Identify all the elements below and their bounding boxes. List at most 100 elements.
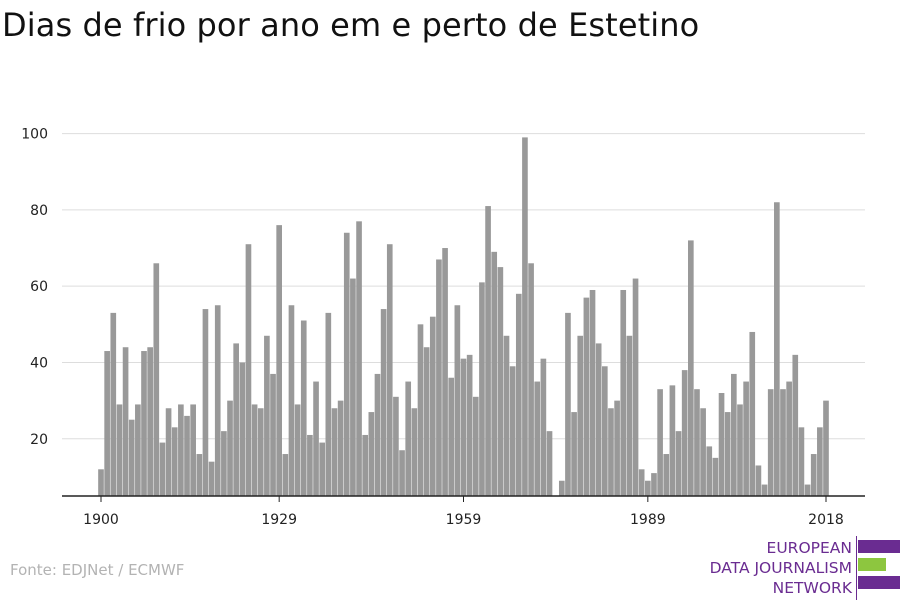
bar-1905 xyxy=(128,419,135,496)
bar-1951 xyxy=(411,408,418,496)
bar-1991 xyxy=(657,389,663,496)
bar-2012 xyxy=(786,381,792,496)
bar-1967 xyxy=(509,366,516,496)
bar-1936 xyxy=(319,442,326,496)
bar-1979 xyxy=(583,297,590,496)
bar-1932 xyxy=(294,404,301,496)
bar-1917 xyxy=(202,309,209,496)
bar-2004 xyxy=(737,404,743,496)
bar-1961 xyxy=(472,396,479,496)
bar-1970 xyxy=(528,263,534,496)
bar-2016 xyxy=(810,454,817,496)
logo-divider xyxy=(856,536,857,600)
y-tick-label-60: 60 xyxy=(30,279,48,295)
bar-1914 xyxy=(184,415,190,496)
y-tick-label-40: 40 xyxy=(30,355,48,371)
bar-1992 xyxy=(663,454,670,496)
x-tick-label-1929: 1929 xyxy=(261,512,297,528)
logo-bar-purple-top xyxy=(858,540,900,553)
bar-1945 xyxy=(374,373,381,496)
bar-1910 xyxy=(159,442,166,496)
bar-2003 xyxy=(731,373,737,496)
bar-1965 xyxy=(497,267,504,496)
bar-1953 xyxy=(423,347,430,496)
bar-1976 xyxy=(565,312,571,496)
x-tick-label-2018: 2018 xyxy=(808,512,844,528)
bar-1997 xyxy=(694,389,700,496)
bar-1916 xyxy=(196,454,203,496)
bar-1985 xyxy=(620,289,627,496)
bar-1900 xyxy=(98,469,104,496)
bar-1954 xyxy=(429,316,436,496)
bar-1946 xyxy=(380,309,387,496)
bar-2001 xyxy=(718,393,725,496)
bar-1949 xyxy=(399,450,405,496)
bar-1971 xyxy=(534,381,541,496)
bar-1929 xyxy=(276,225,282,496)
bar-1999 xyxy=(706,446,713,496)
bar-1973 xyxy=(546,431,553,496)
bar-1987 xyxy=(632,278,639,496)
bar-1978 xyxy=(577,335,584,496)
bar-1926 xyxy=(257,408,264,496)
bar-1942 xyxy=(356,221,362,496)
logo-text: EUROPEAN DATA JOURNALISM NETWORK xyxy=(710,538,852,598)
bar-1922 xyxy=(233,343,239,496)
bar-1982 xyxy=(601,366,608,496)
bar-1950 xyxy=(405,381,412,496)
bar-1924 xyxy=(245,244,252,496)
y-tick-label-100: 100 xyxy=(21,127,48,143)
logo-bar-purple-bottom xyxy=(858,576,900,589)
bar-2009 xyxy=(767,389,774,496)
bar-1975 xyxy=(558,480,565,496)
bar-2011 xyxy=(780,389,786,496)
x-tick-label-1959: 1959 xyxy=(446,512,482,528)
bar-1998 xyxy=(700,408,706,496)
bar-1993 xyxy=(669,385,676,496)
bar-1963 xyxy=(485,206,491,496)
bar-1994 xyxy=(675,431,682,496)
source-note: Fonte: EDJNet / ECMWF xyxy=(10,561,185,579)
y-tick-labels: 20 40 60 80 100 xyxy=(21,127,48,448)
bar-1939 xyxy=(337,400,344,497)
bar-1960 xyxy=(466,354,473,496)
bar-1986 xyxy=(626,335,633,496)
bar-1956 xyxy=(442,248,448,496)
bar-1915 xyxy=(190,404,196,496)
bar-1927 xyxy=(264,335,270,496)
axes xyxy=(62,495,865,502)
x-tick-labels: 1900 1929 1959 1989 2018 xyxy=(83,512,844,528)
bar-2008 xyxy=(761,484,768,496)
bar-1995 xyxy=(681,370,688,496)
bar-1977 xyxy=(571,412,577,496)
bar-1938 xyxy=(331,408,338,496)
bar-1947 xyxy=(386,244,393,496)
bar-1934 xyxy=(307,434,313,496)
logo-line-3: NETWORK xyxy=(772,579,852,597)
bar-1958 xyxy=(454,305,461,496)
bar-1906 xyxy=(135,404,141,496)
bar-1903 xyxy=(116,404,123,496)
bar-1943 xyxy=(362,434,369,496)
bar-1930 xyxy=(282,454,289,496)
bar-1972 xyxy=(540,358,547,496)
edjnet-logo: EUROPEAN DATA JOURNALISM NETWORK xyxy=(704,536,900,600)
bar-1941 xyxy=(350,278,356,496)
bar-1935 xyxy=(313,381,319,496)
y-tick-label-80: 80 xyxy=(30,203,48,219)
bar-1901 xyxy=(104,351,110,496)
bar-1912 xyxy=(171,427,178,496)
bar-2010 xyxy=(774,202,780,496)
bar-1937 xyxy=(325,312,332,496)
bar-1964 xyxy=(491,251,498,496)
bar-2015 xyxy=(804,484,811,496)
x-tick-label-1989: 1989 xyxy=(630,512,666,528)
bar-1918 xyxy=(208,461,215,496)
chart-title: Dias de frio por ano em e perto de Estet… xyxy=(2,6,700,44)
bar-1955 xyxy=(436,259,442,496)
bar-1969 xyxy=(522,137,528,496)
bar-1980 xyxy=(589,289,596,496)
bar-1913 xyxy=(178,404,184,496)
bar-1911 xyxy=(165,408,172,496)
